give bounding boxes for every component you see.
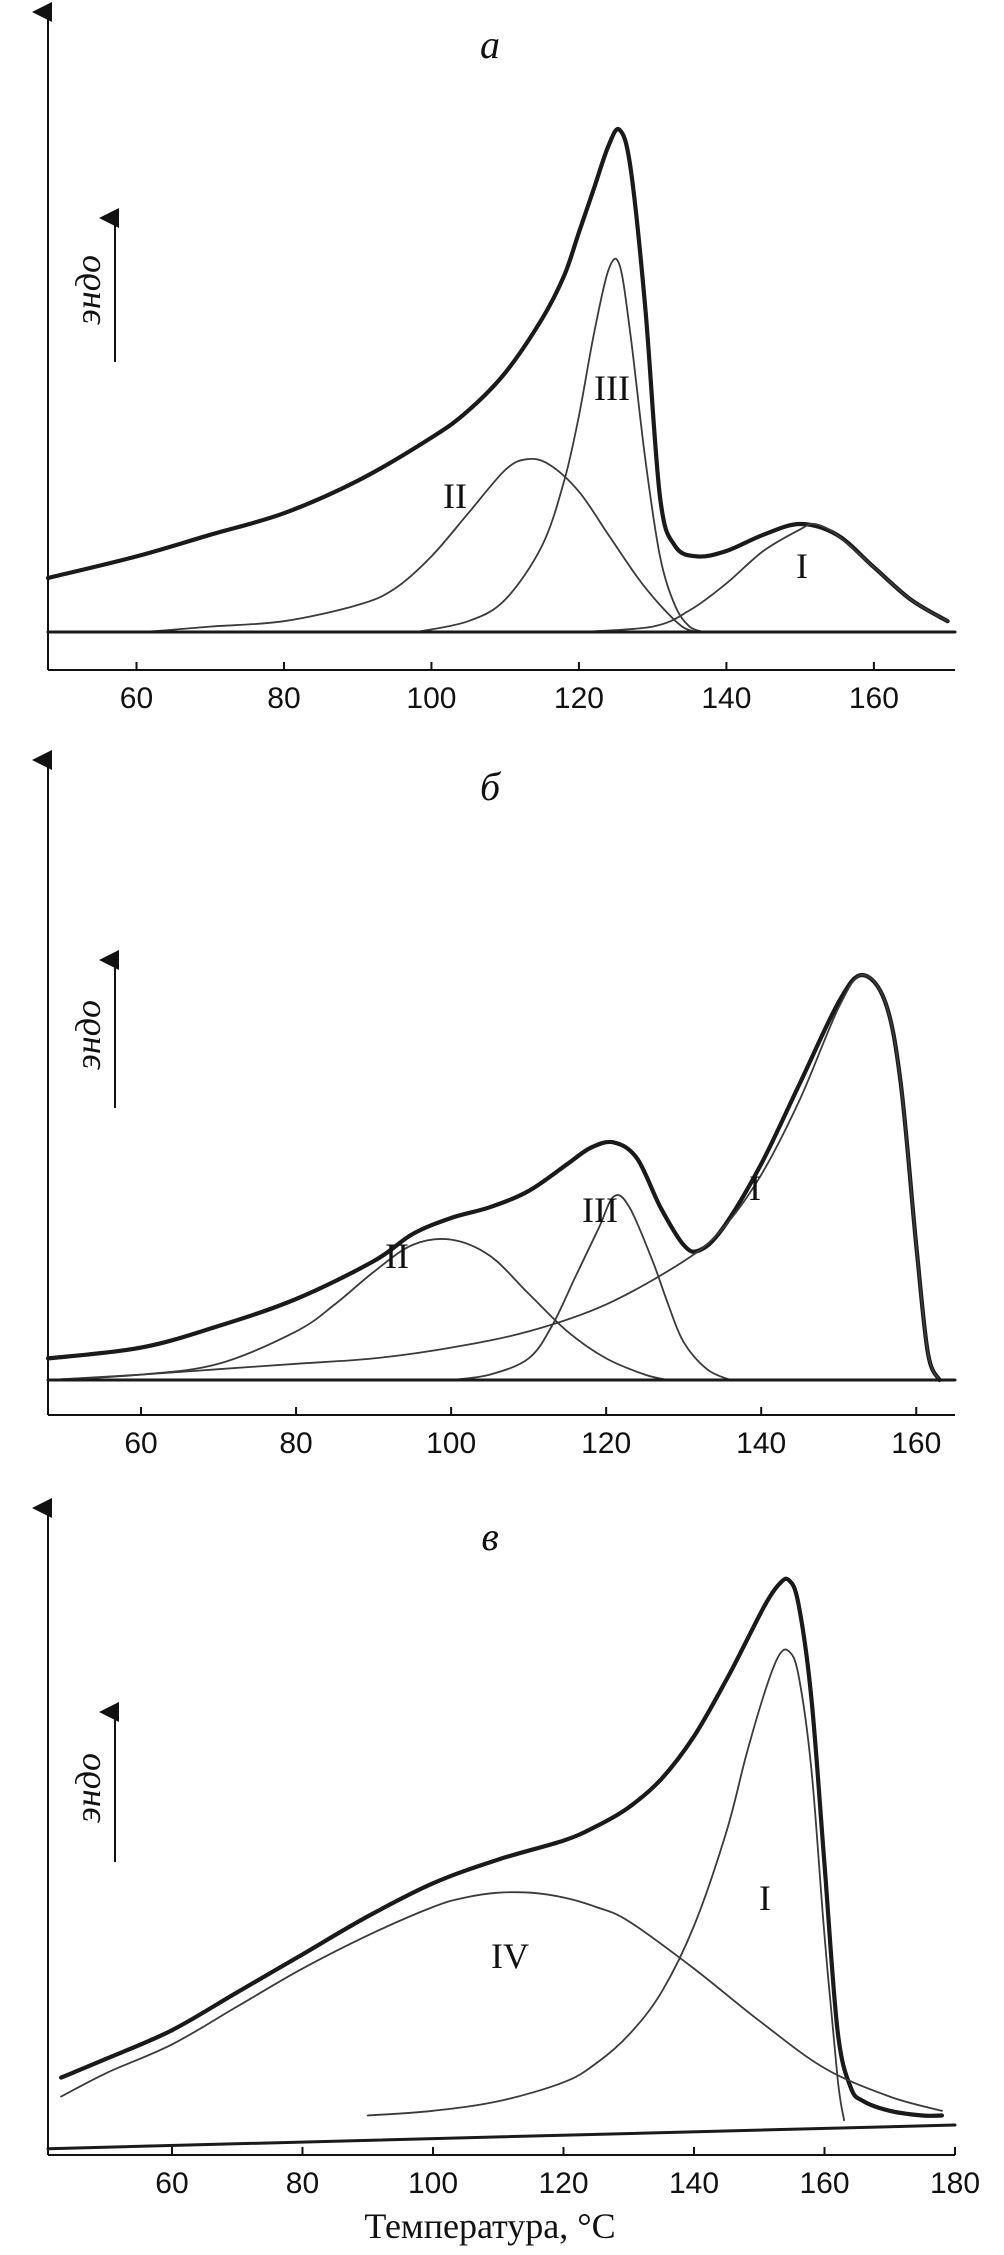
peak-label-II: II bbox=[443, 476, 467, 516]
component-curve-III bbox=[415, 257, 706, 633]
panel-a: а эндо 60 80 100 120 140 160 II III I bbox=[32, 2, 957, 715]
panel-label: в bbox=[481, 1514, 498, 1559]
x-tick-label: 120 bbox=[554, 682, 604, 715]
total-dsc-curve bbox=[45, 972, 942, 1383]
x-axis-title: Температура, °C bbox=[364, 2206, 615, 2246]
x-tick-label: 140 bbox=[736, 1427, 786, 1460]
total-dsc-curve bbox=[45, 126, 950, 624]
x-tick-label: 80 bbox=[267, 682, 300, 715]
total-dsc-curve bbox=[59, 1576, 944, 2118]
component-curve-I bbox=[578, 522, 949, 633]
peak-label-III: III bbox=[582, 1190, 618, 1230]
x-tick-label: 100 bbox=[406, 682, 456, 715]
x-tick-label: 120 bbox=[538, 2167, 588, 2200]
peak-label-II: II bbox=[385, 1236, 409, 1276]
x-tick-label: 160 bbox=[799, 2167, 849, 2200]
x-tick-label: 60 bbox=[124, 1427, 157, 1460]
peak-label-I: I bbox=[759, 1878, 771, 1918]
curves bbox=[45, 972, 957, 1383]
panel-label: а bbox=[480, 22, 500, 67]
y-axis-label: эндо bbox=[68, 1753, 108, 1823]
x-tick-label: 60 bbox=[120, 682, 153, 715]
x-tick-label: 160 bbox=[849, 682, 899, 715]
panel-c: в эндо 60 80 100 120 140 160 180 IV I Температ… bbox=[32, 1498, 980, 2246]
panel-b: б эндо 60 80 100 120 140 160 II III I bbox=[32, 750, 957, 1460]
ticks: 60 80 100 120 140 160 bbox=[124, 1407, 941, 1460]
component-curve-II bbox=[47, 1238, 670, 1381]
component-curve-III bbox=[450, 1194, 732, 1381]
component-curve-II bbox=[47, 458, 698, 634]
component-curve-I bbox=[366, 1648, 845, 2122]
x-tick-label: 80 bbox=[286, 2167, 319, 2200]
x-tick-label: 60 bbox=[155, 2167, 188, 2200]
peak-label-I: I bbox=[796, 546, 808, 586]
y-axis-label: эндо bbox=[68, 1000, 108, 1070]
component-curve-I bbox=[47, 974, 941, 1381]
peak-label-IV: IV bbox=[491, 1936, 529, 1976]
x-tick-label: 120 bbox=[581, 1427, 631, 1460]
x-tick-label: 140 bbox=[701, 682, 751, 715]
x-tick-label: 100 bbox=[408, 2167, 458, 2200]
y-axis-label: эндо bbox=[68, 255, 108, 325]
panel-label: б bbox=[480, 764, 502, 809]
x-tick-label: 160 bbox=[891, 1427, 941, 1460]
x-tick-label: 180 bbox=[930, 2167, 980, 2200]
ticks: 60 80 100 120 140 160 180 bbox=[155, 2147, 980, 2200]
ticks: 60 80 100 120 140 160 bbox=[120, 662, 899, 715]
peak-label-III: III bbox=[594, 368, 630, 408]
x-tick-label: 140 bbox=[669, 2167, 719, 2200]
curves bbox=[45, 126, 957, 634]
component-curve-IV bbox=[60, 1891, 943, 2112]
x-tick-label: 100 bbox=[426, 1427, 476, 1460]
x-tick-label: 80 bbox=[279, 1427, 312, 1460]
baseline-curve bbox=[46, 2123, 957, 2151]
peak-label-I: I bbox=[749, 1168, 761, 1208]
curves bbox=[46, 1576, 957, 2151]
